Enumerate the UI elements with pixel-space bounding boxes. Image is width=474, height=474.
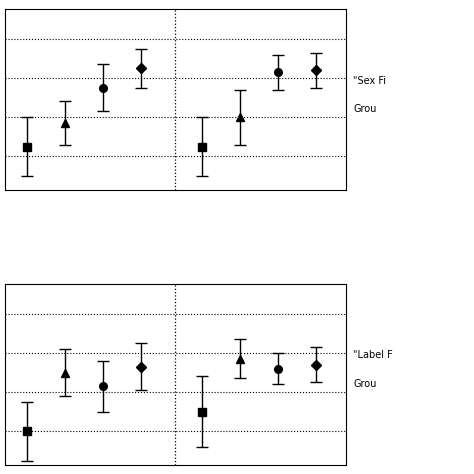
Text: Grou: Grou <box>353 379 376 389</box>
Text: Grou: Grou <box>353 104 376 114</box>
Text: "Sex Fi: "Sex Fi <box>353 75 386 86</box>
Text: "Label F: "Label F <box>353 350 393 361</box>
